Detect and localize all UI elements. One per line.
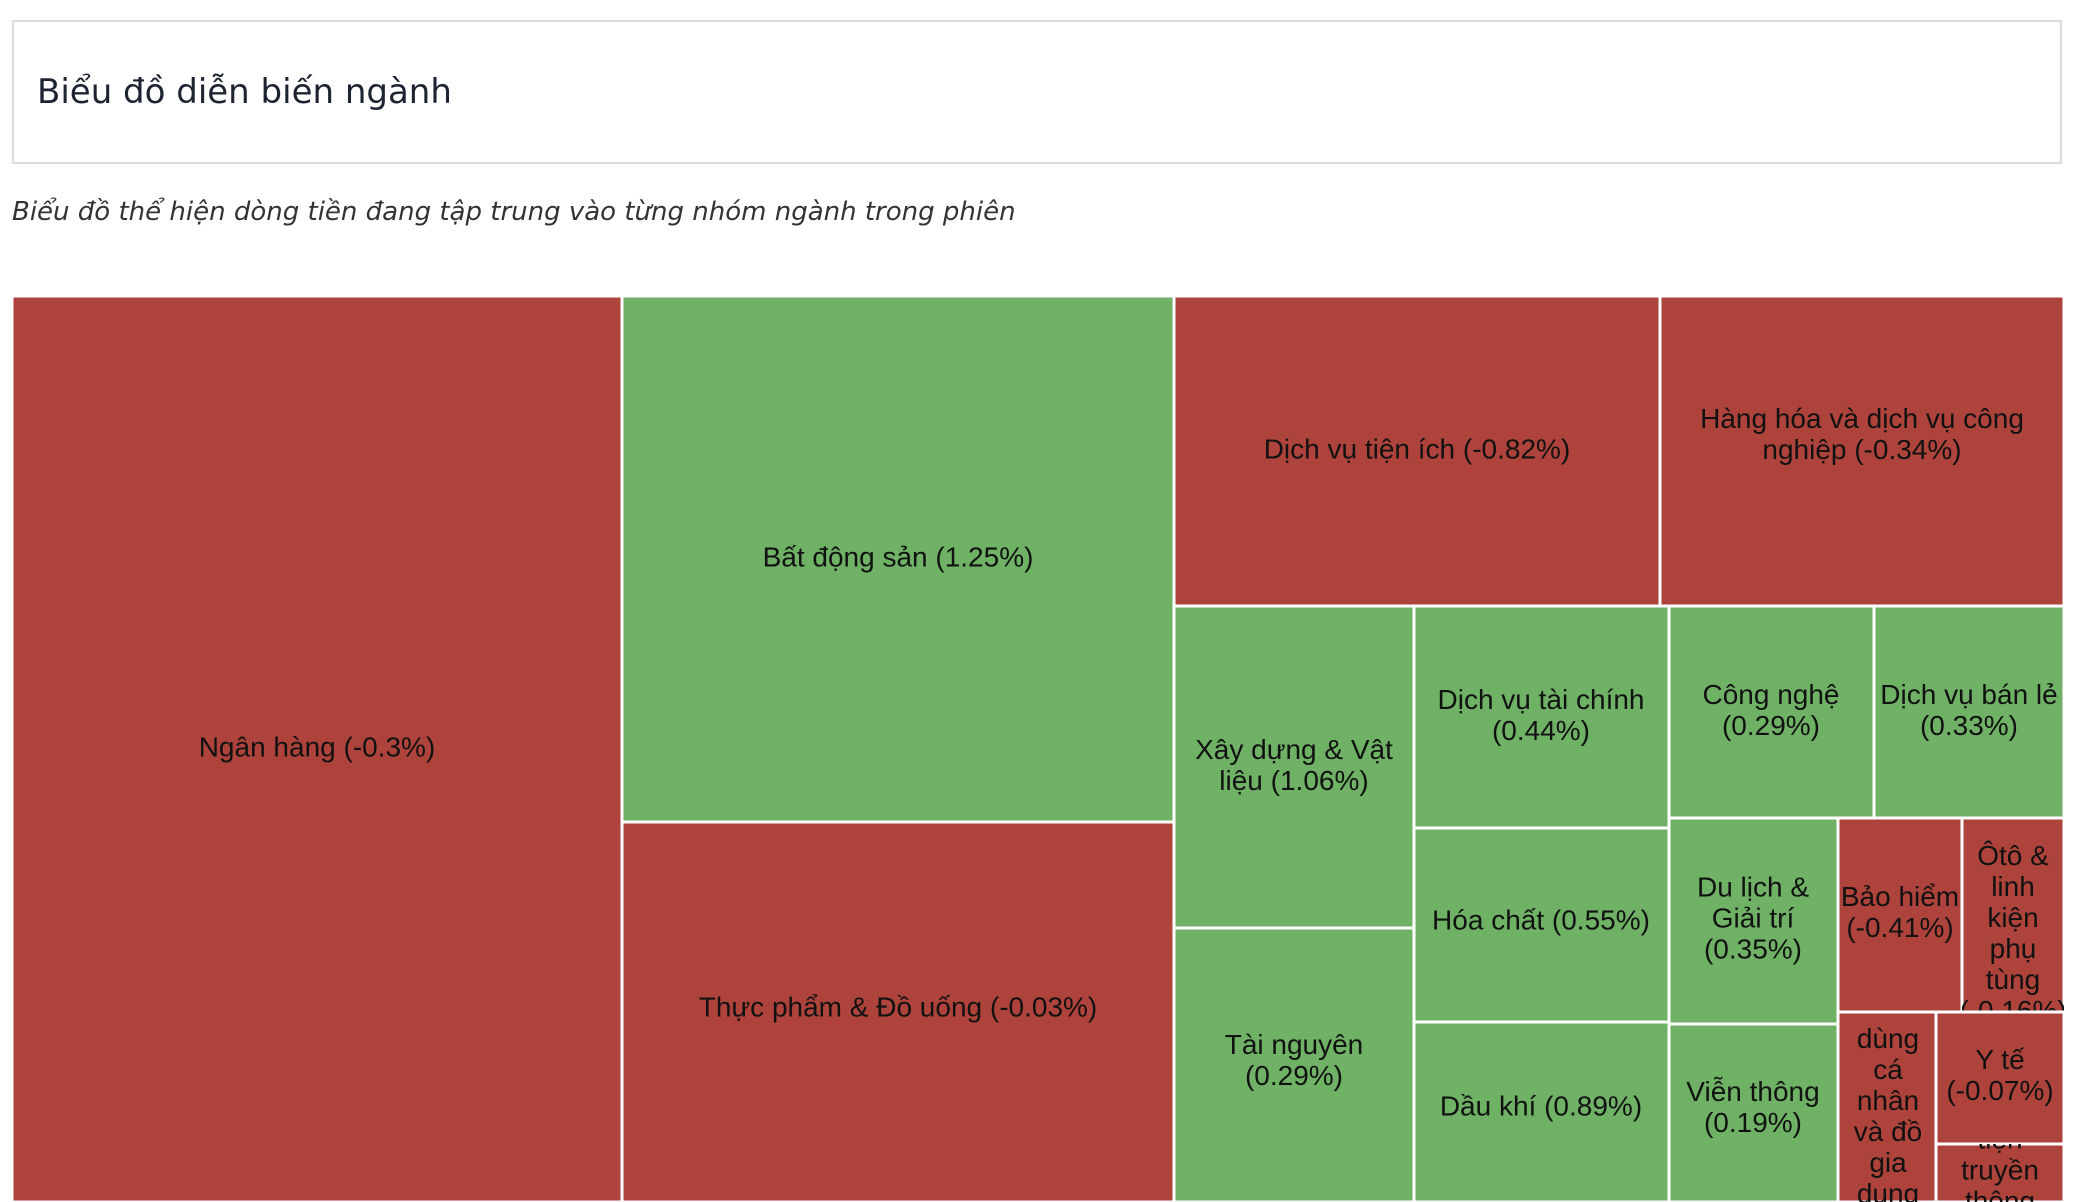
treemap-cell-label: Giải trí [1712, 902, 1795, 933]
treemap-cell[interactable]: Bảo hiểm(-0.41%) [1836, 816, 1964, 1014]
treemap-cell-rect [1412, 604, 1671, 830]
treemap-cell-rect [1836, 816, 1964, 1014]
treemap-cell-rect [1934, 1142, 2064, 1202]
treemap-cell[interactable]: Viễn thông(0.19%) [1667, 1022, 1840, 1202]
treemap-cell[interactable]: Ngân hàng (-0.3%) [12, 296, 624, 1202]
treemap-cell[interactable]: Bất động sản (1.25%) [620, 296, 1176, 824]
treemap-cell-label: truyền [1961, 1154, 2039, 1185]
treemap-cell-label: kiện [1987, 902, 2038, 933]
treemap-cell-rect [12, 296, 624, 1202]
treemap-svg: Ngân hàng (-0.3%) Bất động sản (1.25%) Thự… [12, 296, 2064, 1202]
treemap-cell-label: Tài nguyên [1225, 1029, 1364, 1060]
treemap-cell-rect [1172, 926, 1416, 1202]
treemap-cell[interactable]: Hóa chất (0.55%) [1412, 826, 1671, 1024]
treemap-cell-label: Hóa chất (0.55%) [1432, 904, 1650, 935]
treemap-cell-label: dùng [1857, 1023, 1919, 1054]
treemap-cell-label: Y tế [1975, 1044, 2025, 1075]
treemap-cell-label: liệu (1.06%) [1219, 765, 1368, 796]
treemap-cell[interactable]: Công nghệ(0.29%) [1667, 604, 1876, 820]
treemap-cell-label: dụng [1857, 1178, 1919, 1202]
treemap-cell-label: Xây dựng & Vật [1195, 734, 1393, 765]
treemap-cell-label: tiện [1977, 1123, 2022, 1154]
treemap-cell-rect [620, 820, 1176, 1202]
treemap-cell[interactable]: Y tế(-0.07%) [1934, 1010, 2064, 1146]
treemap-cell-label: (0.19%) [1704, 1107, 1802, 1138]
treemap-cell-label: nhân [1857, 1085, 1919, 1116]
treemap-cell-label: Ôtô & [1977, 840, 2049, 871]
page-title: Biểu đồ diễn biến ngành [37, 72, 452, 112]
treemap-cell-label: phụ [1990, 933, 2037, 964]
treemap-cell-label: Hàng hóa và dịch vụ công [1700, 403, 2024, 434]
treemap-cell-label: linh [1991, 871, 2035, 902]
treemap-cell-label: Công nghệ [1702, 679, 1839, 710]
treemap-cell[interactable]: tiệntruyềnthông [1934, 1123, 2064, 1202]
treemap-cell-label: (-0.07%) [1946, 1075, 2053, 1106]
treemap-cell-label: (-0.16%) [1959, 995, 2064, 1026]
treemap-cell-label: Viễn thông [1686, 1076, 1819, 1107]
treemap-cell-label: nghiệp (-0.34%) [1762, 434, 1961, 465]
treemap-cell-label: Ngân hàng (-0.3%) [199, 731, 436, 762]
treemap-cell-rect [1172, 604, 1416, 930]
treemap-cell-rect [1960, 816, 2064, 1014]
treemap-cell-rect [1412, 1020, 1671, 1202]
treemap-cell[interactable]: Dịch vụ bán lẻ(0.33%) [1872, 604, 2064, 820]
treemap-cell-label: (0.29%) [1245, 1060, 1343, 1091]
treemap-cell-label: Dịch vụ tài chính [1438, 684, 1645, 715]
treemap-cell-label: (-0.41%) [1846, 912, 1953, 943]
treemap-cell-label: Thực phẩm & Đồ uống (-0.03%) [699, 991, 1097, 1022]
treemap-cell-label: thông [1965, 1185, 2035, 1202]
treemap-cell-label: Dịch vụ bán lẻ [1880, 679, 2057, 710]
treemap-cell-rect [1934, 1010, 2064, 1146]
sector-treemap: Ngân hàng (-0.3%) Bất động sản (1.25%) Thự… [12, 296, 2064, 1202]
treemap-cell-label: (0.44%) [1492, 715, 1590, 746]
treemap-cell-label: Dầu khí (0.89%) [1440, 1090, 1642, 1121]
treemap-cell-rect [1667, 604, 1876, 820]
treemap-cell[interactable]: Thực phẩm & Đồ uống (-0.03%) [620, 820, 1176, 1202]
treemap-cell-label: (0.35%) [1704, 933, 1802, 964]
treemap-cell-label: (0.33%) [1920, 710, 2018, 741]
treemap-cell-rect [1412, 826, 1671, 1024]
chart-description: Biểu đồ thể hiện dòng tiền đang tập trun… [12, 197, 1016, 227]
treemap-cell-label: gia [1869, 1147, 1907, 1178]
treemap-cell-label: Bất động sản (1.25%) [763, 541, 1034, 572]
treemap-cell-label: cá [1873, 1054, 1903, 1085]
treemap-cell-rect [1667, 1022, 1840, 1202]
treemap-cell-label: Bảo hiểm [1841, 881, 1959, 912]
treemap-cell[interactable]: Tài nguyên(0.29%) [1172, 926, 1416, 1202]
treemap-cell-label: (0.29%) [1722, 710, 1820, 741]
treemap-cell-rect [1872, 604, 2064, 820]
treemap-cell[interactable]: Dầu khí (0.89%) [1412, 1020, 1671, 1202]
header-card [12, 20, 2062, 164]
treemap-cell-label: Du lịch & [1697, 871, 1809, 902]
treemap-cell[interactable]: Dịch vụ tiện ích (-0.82%) [1172, 296, 1662, 608]
treemap-cell-label: Dịch vụ tiện ích (-0.82%) [1264, 433, 1571, 464]
treemap-cell-label: và đồ [1854, 1116, 1923, 1147]
treemap-cell-label: tùng [1986, 964, 2041, 995]
treemap-cell[interactable]: Du lịch &Giải trí(0.35%) [1667, 816, 1840, 1026]
treemap-cell-rect [1172, 296, 1662, 608]
treemap-cell[interactable]: Dịch vụ tài chính(0.44%) [1412, 604, 1671, 830]
